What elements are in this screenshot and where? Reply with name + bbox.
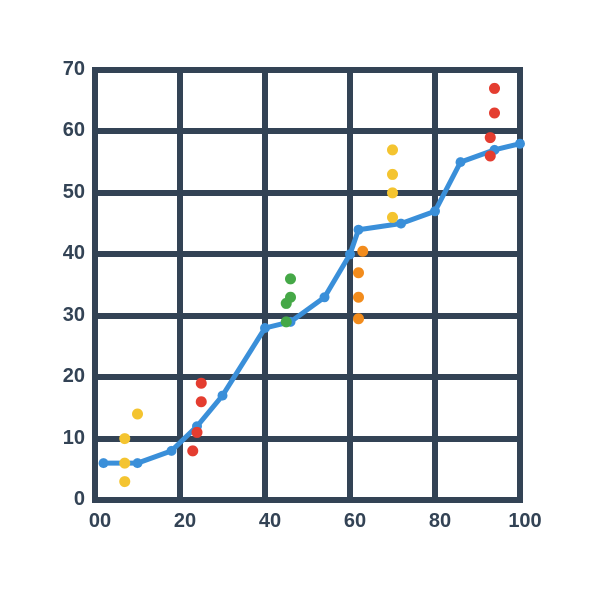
scatter-point	[187, 445, 198, 456]
line-marker	[430, 206, 440, 216]
scatter-point	[485, 151, 496, 162]
scatter-point	[387, 187, 398, 198]
line-marker	[218, 391, 228, 401]
scatter-point	[119, 458, 130, 469]
y-axis-label: 60	[63, 119, 85, 142]
scatter-point	[357, 246, 368, 257]
scatter-point	[353, 313, 364, 324]
y-axis-label: 20	[63, 365, 85, 388]
line-marker	[99, 458, 109, 468]
x-axis-label: 20	[165, 510, 205, 533]
y-axis-label: 40	[63, 242, 85, 265]
scatter-point	[196, 396, 207, 407]
plot-area	[95, 70, 520, 500]
scatter-point	[119, 433, 130, 444]
scatter-point	[132, 409, 143, 420]
scatter-point	[387, 169, 398, 180]
line-marker	[456, 157, 466, 167]
scatter-point	[489, 108, 500, 119]
line-marker	[515, 139, 525, 149]
x-axis-label: 80	[420, 510, 460, 533]
scatter-point	[285, 273, 296, 284]
trend-line	[104, 144, 521, 463]
x-axis-label: 100	[505, 510, 545, 533]
scatter-line-chart: 0 10 20 30 40 50 60 70 00 20 40 60 80 100	[0, 0, 600, 600]
scatter-point	[119, 476, 130, 487]
scatter-point	[196, 378, 207, 389]
scatter-point	[485, 132, 496, 143]
x-axis-label: 60	[335, 510, 375, 533]
line-marker	[354, 225, 364, 235]
y-axis-label: 0	[74, 488, 85, 511]
scatter-point	[192, 427, 203, 438]
scatter-point	[387, 212, 398, 223]
scatter-point	[353, 267, 364, 278]
line-marker	[167, 446, 177, 456]
line-marker	[320, 292, 330, 302]
y-axis-label: 30	[63, 304, 85, 327]
chart-overlay	[95, 70, 520, 500]
scatter-point	[285, 292, 296, 303]
x-axis-label: 00	[80, 510, 120, 533]
scatter-point	[281, 316, 292, 327]
y-axis-label: 50	[63, 181, 85, 204]
y-axis-label: 70	[63, 58, 85, 81]
line-marker	[396, 219, 406, 229]
line-marker	[133, 458, 143, 468]
line-marker	[345, 249, 355, 259]
line-marker	[260, 323, 270, 333]
y-axis-label: 10	[63, 427, 85, 450]
x-axis-label: 40	[250, 510, 290, 533]
scatter-point	[353, 292, 364, 303]
scatter-point	[489, 83, 500, 94]
scatter-point	[387, 144, 398, 155]
